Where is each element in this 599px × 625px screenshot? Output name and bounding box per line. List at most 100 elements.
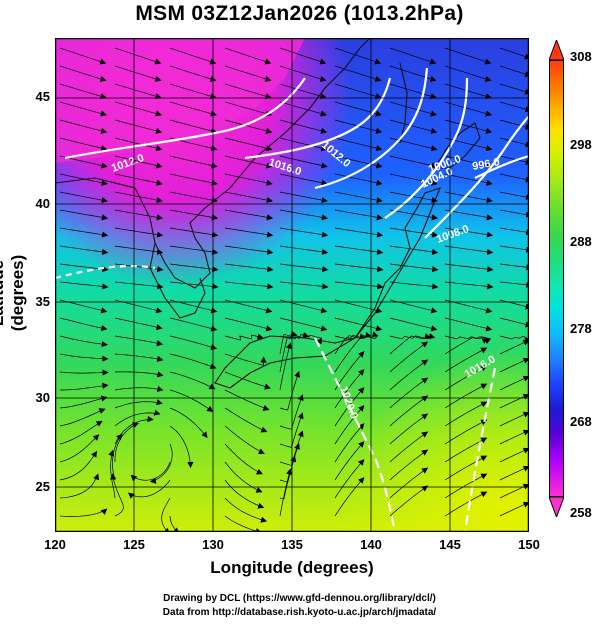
streamline-arrowhead — [487, 283, 494, 290]
streamline-arrowhead — [266, 179, 273, 186]
streamline — [389, 281, 438, 288]
streamline — [112, 473, 124, 517]
streamline-arrowhead — [101, 248, 109, 255]
streamline — [279, 245, 328, 253]
streamline — [334, 245, 383, 253]
streamline — [169, 245, 218, 253]
streamline — [444, 455, 487, 481]
streamline-arrowhead — [522, 375, 529, 382]
streamline — [499, 467, 526, 481]
streamline — [169, 371, 216, 390]
streamline-arrowhead — [156, 197, 163, 204]
map-plot: 1012.0 1016.0 1012.0 1000.0 1004.0 996.0… — [55, 38, 529, 532]
streamline — [169, 317, 217, 331]
streamline-arrowhead — [431, 266, 439, 273]
streamline — [279, 281, 328, 288]
streamline — [334, 137, 382, 150]
streamline-arrowhead — [421, 449, 429, 456]
x-tick-label: 150 — [518, 537, 540, 552]
streamline-arrowhead — [100, 127, 108, 134]
streamline — [59, 473, 99, 499]
streamline — [334, 369, 365, 409]
colorbar-tick: 288 — [570, 234, 592, 249]
streamline — [444, 209, 493, 219]
streamline-arrowhead — [522, 447, 529, 454]
streamline — [114, 387, 163, 391]
streamline — [114, 401, 163, 409]
streamline-arrowhead — [374, 58, 382, 65]
streamline — [499, 227, 528, 233]
streamline — [279, 456, 296, 500]
streamline — [224, 371, 271, 389]
streamline-arrowhead — [358, 441, 365, 448]
streamline-arrowhead — [376, 214, 384, 221]
streamline — [169, 101, 217, 116]
streamline-arrowhead — [102, 355, 109, 362]
streamline-arrowhead — [430, 307, 438, 314]
streamline-arrowhead — [421, 377, 429, 384]
streamline-arrowhead — [421, 413, 429, 420]
streamline — [59, 420, 103, 445]
streamline — [224, 137, 272, 150]
streamline — [499, 299, 528, 308]
streamline — [114, 65, 161, 81]
streamline-arrowhead — [201, 431, 208, 439]
streamline-arrowhead — [522, 393, 529, 400]
streamline — [114, 101, 162, 116]
streamline — [279, 343, 291, 391]
y-tick-label: 45 — [35, 89, 50, 104]
streamline-arrowhead — [156, 399, 163, 406]
streamline-arrowhead — [321, 214, 329, 221]
streamline — [444, 245, 493, 253]
streamline-arrowhead — [320, 307, 328, 314]
streamline — [389, 467, 428, 499]
streamline — [224, 497, 267, 522]
streamline — [224, 101, 272, 116]
streamline — [279, 334, 322, 340]
streamline — [224, 334, 264, 341]
streamline — [112, 434, 123, 481]
streamline-arrowhead — [486, 231, 494, 238]
streamline — [499, 281, 528, 286]
streamline-arrowhead — [431, 214, 439, 221]
streamline-arrowhead — [99, 58, 107, 65]
chart-title: MSM 03Z12Jan2026 (1013.2hPa) — [135, 2, 464, 25]
streamline-arrowhead — [155, 110, 162, 117]
streamline — [169, 119, 217, 133]
streamline-arrowhead — [100, 395, 108, 402]
isobar-1 — [64, 77, 306, 160]
streamline-arrowhead — [364, 331, 372, 338]
streamline — [499, 449, 526, 463]
coast-sakhalin — [399, 62, 408, 144]
streamline — [499, 359, 526, 373]
streamline — [114, 335, 163, 345]
streamline-arrowhead — [480, 365, 488, 372]
streamline-arrowhead — [156, 179, 163, 186]
streamline-arrowhead — [187, 461, 194, 469]
streamline-arrowhead — [99, 75, 107, 82]
streamline — [444, 383, 487, 409]
streamline — [279, 263, 328, 271]
streamline — [334, 336, 366, 373]
streamline — [334, 281, 383, 288]
streamline-arrowhead — [484, 75, 492, 82]
streamline-arrowhead — [421, 359, 429, 366]
streamline-arrowhead — [522, 501, 529, 508]
streamline — [334, 173, 383, 185]
streamline — [114, 191, 163, 202]
streamline-arrowhead — [265, 307, 273, 314]
streamline-arrowhead — [431, 231, 439, 238]
streamline — [114, 227, 163, 236]
streamline — [114, 137, 162, 150]
streamline-arrowhead — [91, 450, 98, 458]
streamline — [279, 65, 326, 81]
streamline-arrowhead — [430, 145, 438, 152]
streamline — [444, 336, 488, 355]
streamline-arrowhead — [421, 341, 429, 348]
streamline-arrowhead — [319, 75, 327, 82]
streamline-arrowhead — [486, 266, 494, 273]
streamline — [444, 281, 493, 288]
y-tick-label: 30 — [35, 390, 50, 405]
streamline — [334, 83, 382, 99]
streamline-arrowhead — [421, 431, 429, 438]
